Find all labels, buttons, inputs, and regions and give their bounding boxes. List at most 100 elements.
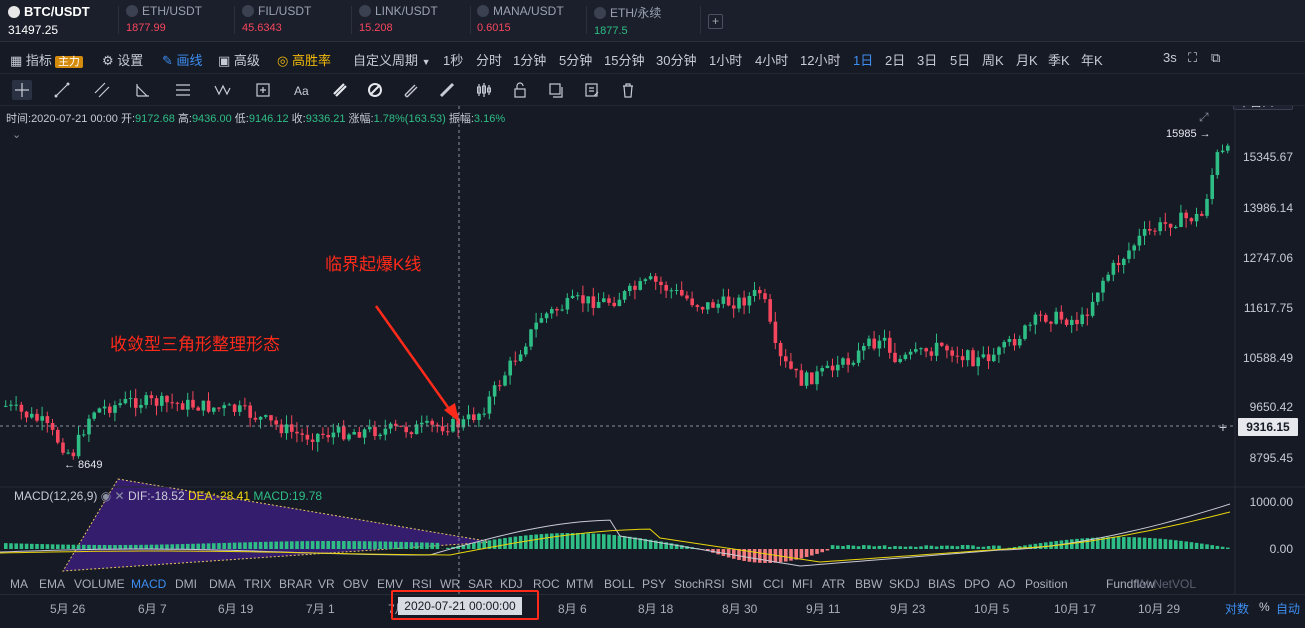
indicator-tab-fundflow[interactable]: Fundflow bbox=[1106, 577, 1155, 591]
indicator-menu[interactable]: ▦ 指标 主力 bbox=[10, 50, 83, 69]
indicator-tab-ema[interactable]: EMA bbox=[39, 577, 66, 591]
period-11[interactable]: 3日 bbox=[917, 53, 938, 68]
indicator-tab-bias[interactable]: BIAS bbox=[928, 577, 956, 591]
indicator-tab-obv[interactable]: OBV bbox=[343, 577, 369, 591]
indicator-tab-position[interactable]: Position bbox=[1025, 577, 1068, 591]
indicator-tab-psy[interactable]: PSY bbox=[642, 577, 667, 591]
macd-histogram-bar bbox=[955, 546, 960, 549]
period-9[interactable]: 1日 bbox=[853, 53, 874, 68]
horizontal-lines-tool-icon[interactable] bbox=[173, 80, 193, 100]
indicator-tab-kdj[interactable]: KDJ bbox=[500, 577, 523, 591]
indicator-tab-dpo[interactable]: DPO bbox=[964, 577, 991, 591]
indicator-tab-bbw[interactable]: BBW bbox=[855, 577, 883, 591]
indicator-tab-boll[interactable]: BOLL bbox=[604, 577, 635, 591]
indicator-tab-dma[interactable]: DMA bbox=[209, 577, 236, 591]
magnet-tool-icon[interactable] bbox=[330, 80, 350, 100]
copy-icon[interactable] bbox=[546, 80, 566, 100]
period-2[interactable]: 1分钟 bbox=[513, 53, 547, 68]
ticker-tab-fil[interactable]: FIL/USDT 45.6343 bbox=[242, 4, 311, 38]
macd-histogram-bar bbox=[815, 549, 819, 554]
candle-body bbox=[248, 405, 252, 418]
close-icon[interactable]: ✕ bbox=[114, 489, 125, 503]
eye-icon[interactable]: ◉ bbox=[100, 489, 112, 503]
indicator-tab-atr[interactable]: ATR bbox=[822, 577, 846, 591]
period-13[interactable]: 周K bbox=[982, 53, 1004, 68]
custom-period-dropdown[interactable]: 自定义周期 ▼ bbox=[353, 50, 431, 69]
ticker-tab-link[interactable]: LINK/USDT 15.208 bbox=[359, 4, 438, 38]
eraser-icon[interactable] bbox=[400, 80, 420, 100]
indicator-tab-rsi[interactable]: RSI bbox=[412, 577, 433, 591]
text-tool-icon[interactable]: Aa bbox=[292, 80, 312, 100]
candle-body bbox=[685, 295, 689, 299]
lock-drawings-icon[interactable] bbox=[365, 80, 385, 100]
edit-icon[interactable] bbox=[582, 80, 602, 100]
macd-histogram-bar bbox=[986, 546, 991, 549]
candle-body bbox=[836, 364, 840, 371]
period-4[interactable]: 15分钟 bbox=[604, 53, 645, 68]
ticker-tab-eth[interactable]: ETH/USDT 1877.99 bbox=[126, 4, 202, 38]
indicator-tab-smi[interactable]: SMI bbox=[731, 577, 753, 591]
win-rate-menu[interactable]: ◎ 高胜率 bbox=[277, 50, 331, 69]
candle-body bbox=[404, 426, 408, 433]
candle-style-icon[interactable] bbox=[474, 80, 494, 100]
add-alert-plus-icon[interactable]: + bbox=[1218, 419, 1228, 435]
ticker-tab-eth-perp[interactable]: ETH/永续 1877.5 bbox=[594, 4, 661, 38]
candlestick-chart[interactable] bbox=[0, 106, 1305, 594]
advanced-menu[interactable]: ▣ 高级 bbox=[218, 50, 260, 69]
settings-menu[interactable]: ⚙ 设置 bbox=[102, 50, 143, 69]
fullscreen-icon[interactable]: ⛶ bbox=[1188, 50, 1198, 65]
period-14[interactable]: 月K bbox=[1016, 53, 1038, 68]
period-6[interactable]: 1小时 bbox=[709, 53, 743, 68]
angle-tool-icon[interactable] bbox=[133, 80, 153, 100]
rectangle-tool-icon[interactable] bbox=[253, 80, 273, 100]
period-3[interactable]: 5分钟 bbox=[559, 53, 593, 68]
period-12[interactable]: 5日 bbox=[950, 53, 971, 68]
period-5[interactable]: 30分钟 bbox=[656, 53, 697, 68]
candle-body bbox=[154, 398, 159, 406]
indicator-tab-brar[interactable]: BRAR bbox=[279, 577, 313, 591]
auto-scale-toggle[interactable]: 自动 bbox=[1276, 602, 1301, 616]
expand-icon[interactable]: ⤢ bbox=[1199, 110, 1209, 124]
trend-line-tool-icon[interactable] bbox=[52, 80, 72, 100]
indicator-tab-trix[interactable]: TRIX bbox=[244, 577, 272, 591]
ticker-tab-mana[interactable]: MANA/USDT 0.6015 bbox=[477, 4, 564, 38]
trash-icon[interactable] bbox=[618, 80, 638, 100]
wave-tool-icon[interactable] bbox=[213, 80, 233, 100]
draw-menu[interactable]: ✎ 画线 bbox=[162, 50, 203, 69]
indicator-tab-stochrsi[interactable]: StochRSI bbox=[674, 577, 725, 591]
period-0[interactable]: 1秒 bbox=[443, 53, 464, 68]
crosshair-tool-icon[interactable] bbox=[12, 80, 32, 100]
ticker-tab-btc[interactable]: BTC/USDT 31497.25 bbox=[8, 4, 90, 38]
macd-histogram-bar bbox=[555, 533, 559, 549]
indicator-tab-vr[interactable]: VR bbox=[318, 577, 335, 591]
indicator-tab-cci[interactable]: CCI bbox=[763, 577, 784, 591]
indicator-tab-mfi[interactable]: MFI bbox=[792, 577, 813, 591]
ruler-icon[interactable] bbox=[437, 80, 457, 100]
collapse-chevron-icon[interactable]: ⌄ bbox=[12, 129, 22, 141]
indicator-tab-ma[interactable]: MA bbox=[10, 577, 28, 591]
period-15[interactable]: 季K bbox=[1048, 53, 1070, 68]
indicator-tab-wr[interactable]: WR bbox=[440, 577, 460, 591]
indicator-tab-dmi[interactable]: DMI bbox=[175, 577, 197, 591]
indicator-tab-sar[interactable]: SAR bbox=[468, 577, 493, 591]
popout-icon[interactable]: ⧉ bbox=[1211, 50, 1221, 65]
indicator-tab-macd[interactable]: MACD bbox=[131, 577, 167, 591]
parallel-channel-tool-icon[interactable] bbox=[92, 80, 112, 100]
indicator-tab-mtm[interactable]: MTM bbox=[566, 577, 594, 591]
period-16[interactable]: 年K bbox=[1081, 53, 1103, 68]
add-tab-button[interactable]: + bbox=[708, 14, 723, 29]
log-scale-toggle[interactable]: 对数 bbox=[1225, 602, 1250, 616]
indicator-tab-emv[interactable]: EMV bbox=[377, 577, 404, 591]
indicator-tab-ai-netvol[interactable]: AI-NetVOL bbox=[1138, 577, 1197, 591]
indicator-tab-volume[interactable]: VOLUME bbox=[74, 577, 125, 591]
lock-icon[interactable] bbox=[510, 80, 530, 100]
period-8[interactable]: 12小时 bbox=[800, 53, 841, 68]
indicator-tab-ao[interactable]: AO bbox=[998, 577, 1016, 591]
period-1[interactable]: 分时 bbox=[476, 53, 503, 68]
period-10[interactable]: 2日 bbox=[885, 53, 906, 68]
refresh-rate[interactable]: 3s bbox=[1163, 50, 1177, 65]
percent-scale-toggle[interactable]: % bbox=[1259, 600, 1270, 614]
indicator-tab-skdj[interactable]: SKDJ bbox=[889, 577, 920, 591]
period-7[interactable]: 4小时 bbox=[755, 53, 789, 68]
indicator-tab-roc[interactable]: ROC bbox=[533, 577, 560, 591]
